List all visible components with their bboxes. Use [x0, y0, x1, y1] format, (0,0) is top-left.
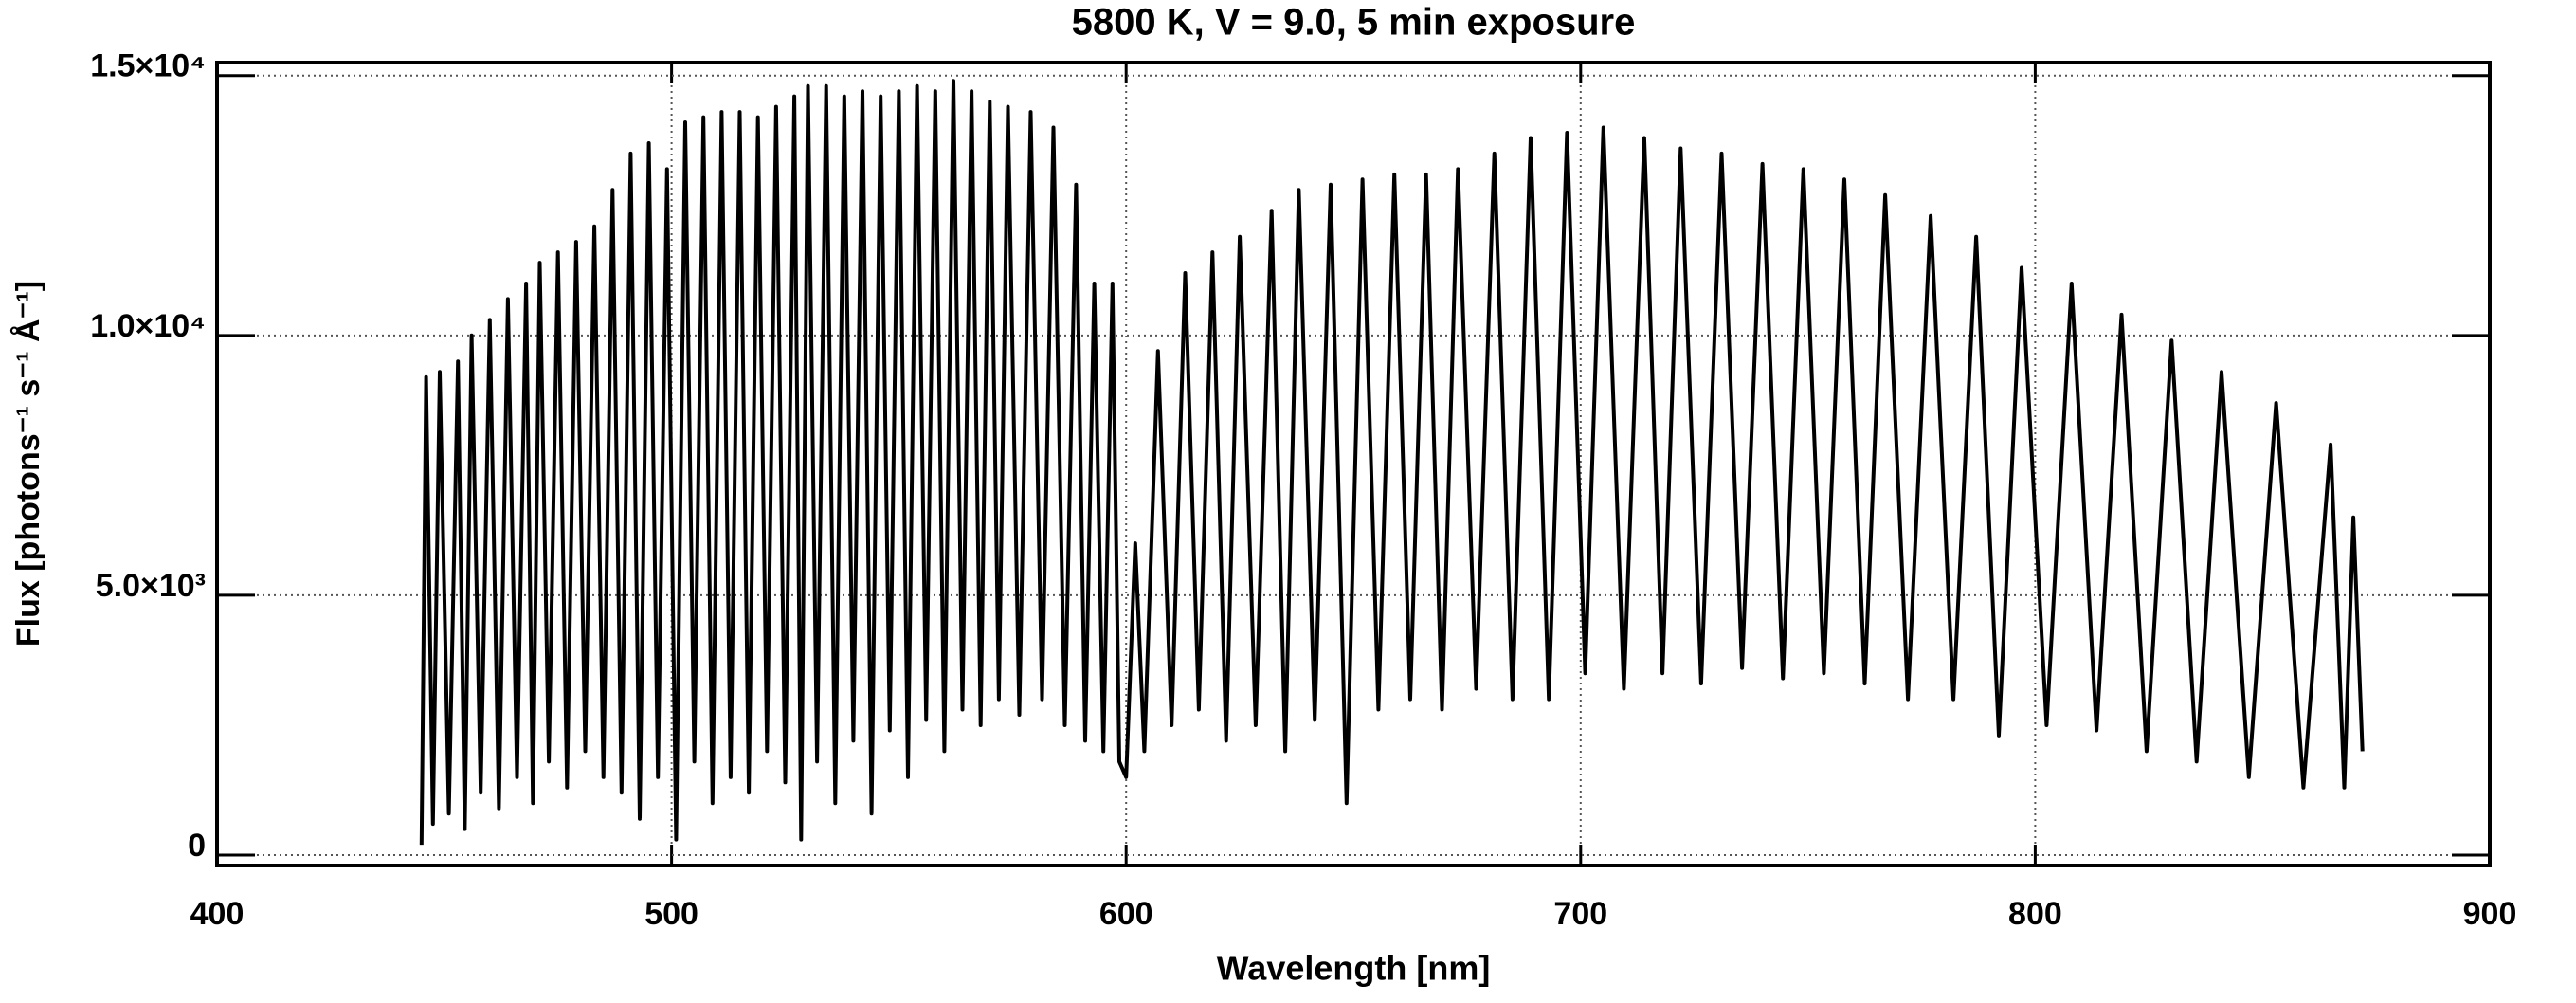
plot-frame	[215, 61, 2492, 867]
y-axis-label: Flux [photons⁻¹ s⁻¹ Å⁻¹]	[10, 281, 46, 647]
x-tick-label: 900	[2463, 896, 2517, 932]
x-tick-label: 700	[1553, 896, 1607, 932]
x-tick-label: 600	[1099, 896, 1153, 932]
x-tick-label: 400	[190, 896, 245, 932]
x-tick-label: 500	[644, 896, 698, 932]
y-tick-label: 5.0×10³	[96, 568, 206, 604]
chart-title: 5800 K, V = 9.0, 5 min exposure	[1072, 2, 1636, 44]
y-tick-label: 1.0×10⁴	[90, 308, 206, 344]
x-tick-label: 800	[2008, 896, 2062, 932]
x-axis-label: Wavelength [nm]	[1217, 949, 1491, 988]
spectrum-line	[419, 79, 2365, 846]
y-tick-label: 1.5×10⁴	[90, 48, 206, 84]
y-tick-label: 0	[188, 828, 206, 864]
